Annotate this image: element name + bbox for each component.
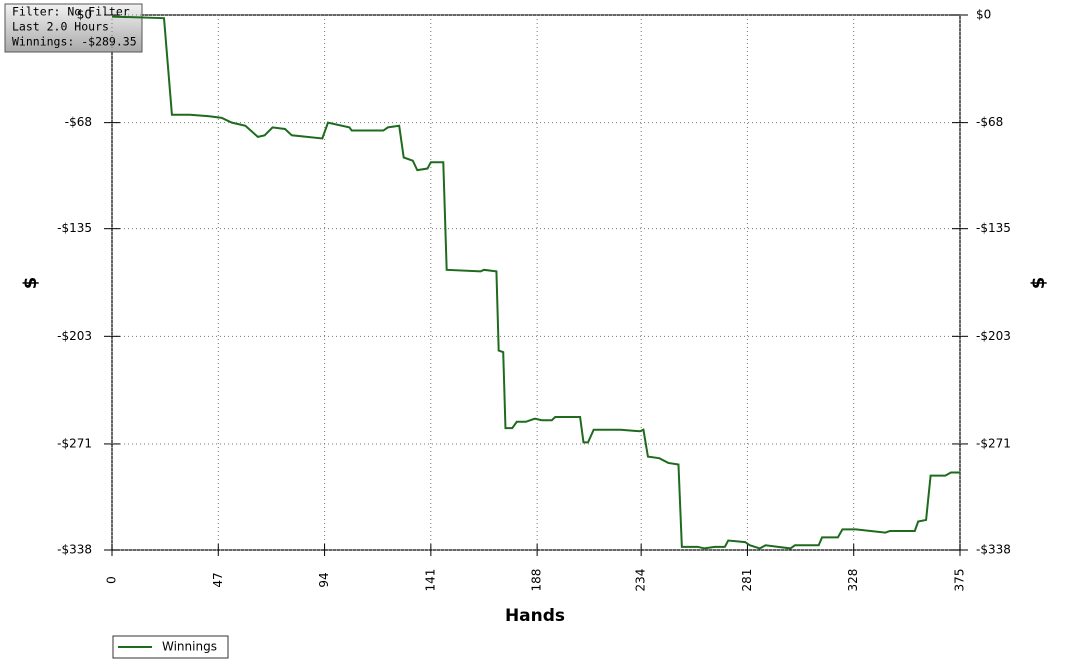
y-tick-label: -$203	[57, 329, 92, 343]
legend-box	[112, 635, 229, 659]
x-tick-label: 281	[740, 569, 754, 592]
y-tick-label: $0	[77, 8, 92, 22]
x-tick-label: 0	[105, 576, 119, 584]
y-tick-label: -$68	[65, 115, 92, 129]
info-text: Last 2.0 Hours	[12, 20, 109, 34]
x-tick-label: 188	[530, 569, 544, 592]
x-tick-label: 47	[211, 572, 225, 587]
info-text: Winnings: -$289.35	[12, 35, 137, 49]
y2-tick-label: -$203	[976, 329, 1011, 343]
x-tick-label: 375	[953, 569, 967, 592]
y2-axis-label: $	[1028, 277, 1049, 290]
info-box	[4, 3, 143, 53]
y2-tick-label: -$338	[976, 543, 1011, 557]
x-tick-label: 234	[634, 569, 648, 592]
x-axis-label: Hands	[505, 606, 565, 626]
x-tick-label: 328	[846, 569, 860, 592]
y2-tick-label: $0	[976, 8, 991, 22]
legend-label: Winnings	[162, 640, 217, 654]
y-axis-label: $	[20, 277, 41, 290]
y2-tick-label: -$135	[976, 221, 1011, 235]
y-tick-label: -$338	[57, 543, 92, 557]
info-text: Filter: No Filter	[12, 5, 130, 19]
y2-tick-label: -$271	[976, 436, 1011, 450]
x-tick-label: 94	[317, 572, 331, 587]
y2-tick-label: -$68	[976, 115, 1003, 129]
plot-frame	[111, 14, 961, 551]
y-tick-label: -$271	[57, 436, 92, 450]
x-tick-label: 141	[423, 569, 437, 592]
series-line	[111, 15, 960, 550]
y-tick-label: -$135	[57, 221, 92, 235]
